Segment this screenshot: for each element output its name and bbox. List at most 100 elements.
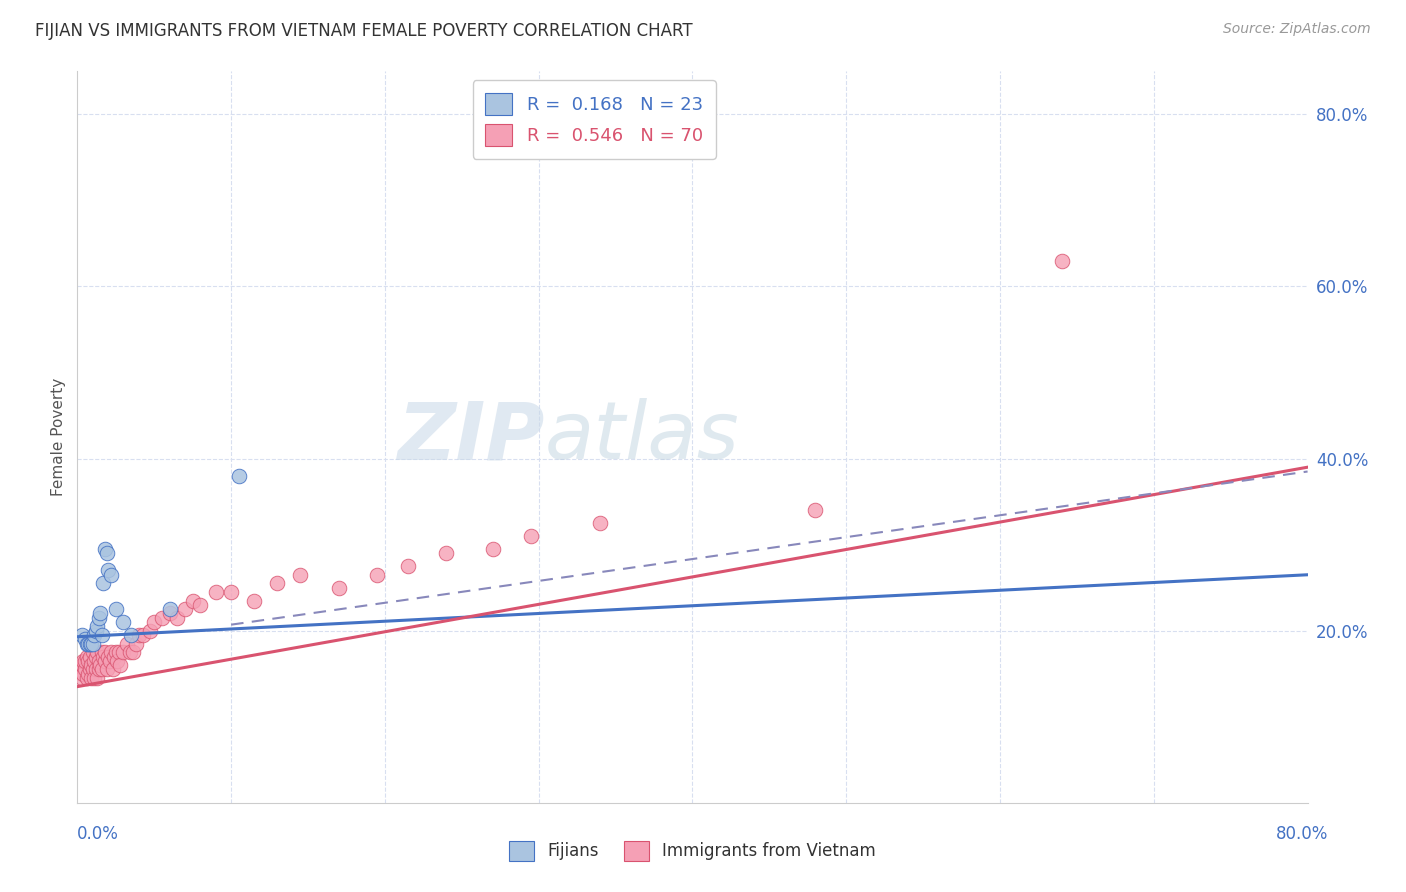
Point bbox=[1050, 253, 1073, 268]
Point bbox=[804, 503, 827, 517]
Point bbox=[89, 607, 111, 621]
Point bbox=[143, 615, 166, 629]
Point bbox=[80, 658, 103, 673]
Point bbox=[76, 649, 98, 664]
Point bbox=[120, 628, 142, 642]
Point bbox=[150, 611, 173, 625]
Point bbox=[97, 564, 120, 578]
Point bbox=[76, 671, 98, 685]
Point bbox=[73, 654, 96, 668]
Text: Source: ZipAtlas.com: Source: ZipAtlas.com bbox=[1223, 22, 1371, 37]
Point bbox=[159, 602, 181, 616]
Point bbox=[87, 654, 110, 668]
Point bbox=[76, 637, 98, 651]
Point bbox=[266, 576, 288, 591]
Text: FIJIAN VS IMMIGRANTS FROM VIETNAM FEMALE POVERTY CORRELATION CHART: FIJIAN VS IMMIGRANTS FROM VIETNAM FEMALE… bbox=[35, 22, 693, 40]
Point bbox=[90, 662, 114, 676]
Point bbox=[125, 637, 148, 651]
Point bbox=[219, 585, 242, 599]
Point bbox=[84, 662, 107, 676]
Point bbox=[77, 666, 100, 681]
Point bbox=[112, 645, 135, 659]
Point bbox=[166, 611, 188, 625]
Point bbox=[436, 546, 458, 560]
Point bbox=[121, 645, 143, 659]
Point bbox=[77, 654, 100, 668]
Point bbox=[94, 541, 117, 556]
Point bbox=[100, 567, 122, 582]
Point bbox=[115, 637, 138, 651]
Point bbox=[86, 671, 108, 685]
Point bbox=[70, 671, 93, 685]
Point bbox=[101, 662, 124, 676]
Point bbox=[96, 662, 118, 676]
Point bbox=[94, 645, 117, 659]
Point bbox=[228, 468, 250, 483]
Point bbox=[243, 593, 266, 607]
Point bbox=[72, 654, 94, 668]
Point bbox=[396, 559, 419, 574]
Point bbox=[138, 624, 160, 638]
Point bbox=[90, 645, 114, 659]
Point bbox=[108, 645, 131, 659]
Point bbox=[96, 546, 118, 560]
Text: ZIP: ZIP bbox=[398, 398, 546, 476]
Point bbox=[181, 593, 204, 607]
Point bbox=[72, 666, 94, 681]
Point bbox=[82, 637, 104, 651]
Text: 0.0%: 0.0% bbox=[77, 825, 120, 843]
Point bbox=[105, 654, 128, 668]
Point bbox=[290, 567, 312, 582]
Point bbox=[86, 645, 108, 659]
Point bbox=[83, 671, 105, 685]
Point bbox=[98, 654, 121, 668]
Point bbox=[84, 649, 107, 664]
Point bbox=[73, 662, 96, 676]
Point bbox=[132, 628, 155, 642]
Point bbox=[93, 649, 115, 664]
Point bbox=[589, 516, 612, 530]
Point bbox=[80, 637, 103, 651]
Point bbox=[112, 615, 135, 629]
Point bbox=[104, 645, 127, 659]
Text: atlas: atlas bbox=[546, 398, 740, 476]
Point bbox=[84, 624, 107, 638]
Point bbox=[79, 662, 101, 676]
Point bbox=[83, 654, 105, 668]
Point bbox=[87, 662, 110, 676]
Point bbox=[83, 628, 105, 642]
Point bbox=[89, 658, 111, 673]
Point bbox=[77, 637, 100, 651]
Point bbox=[104, 602, 127, 616]
Point bbox=[204, 585, 226, 599]
Point bbox=[90, 628, 114, 642]
Point bbox=[110, 658, 132, 673]
Point bbox=[93, 576, 115, 591]
Point bbox=[79, 637, 101, 651]
Point bbox=[174, 602, 197, 616]
Point bbox=[128, 628, 150, 642]
Point bbox=[94, 654, 117, 668]
Point bbox=[87, 611, 110, 625]
Text: 80.0%: 80.0% bbox=[1277, 825, 1329, 843]
Point bbox=[86, 619, 108, 633]
Point bbox=[520, 529, 543, 543]
Y-axis label: Female Poverty: Female Poverty bbox=[51, 378, 66, 496]
Point bbox=[328, 581, 350, 595]
Point bbox=[103, 649, 125, 664]
Point bbox=[73, 632, 96, 647]
Point bbox=[70, 628, 93, 642]
Point bbox=[79, 649, 101, 664]
Point bbox=[82, 662, 104, 676]
Point bbox=[97, 649, 120, 664]
Point bbox=[82, 645, 104, 659]
Legend: Fijians, Immigrants from Vietnam: Fijians, Immigrants from Vietnam bbox=[502, 834, 883, 868]
Point bbox=[69, 662, 91, 676]
Point bbox=[188, 598, 212, 612]
Point bbox=[118, 645, 141, 659]
Point bbox=[80, 671, 103, 685]
Point bbox=[481, 541, 503, 556]
Point bbox=[70, 658, 93, 673]
Point bbox=[366, 567, 388, 582]
Point bbox=[100, 645, 122, 659]
